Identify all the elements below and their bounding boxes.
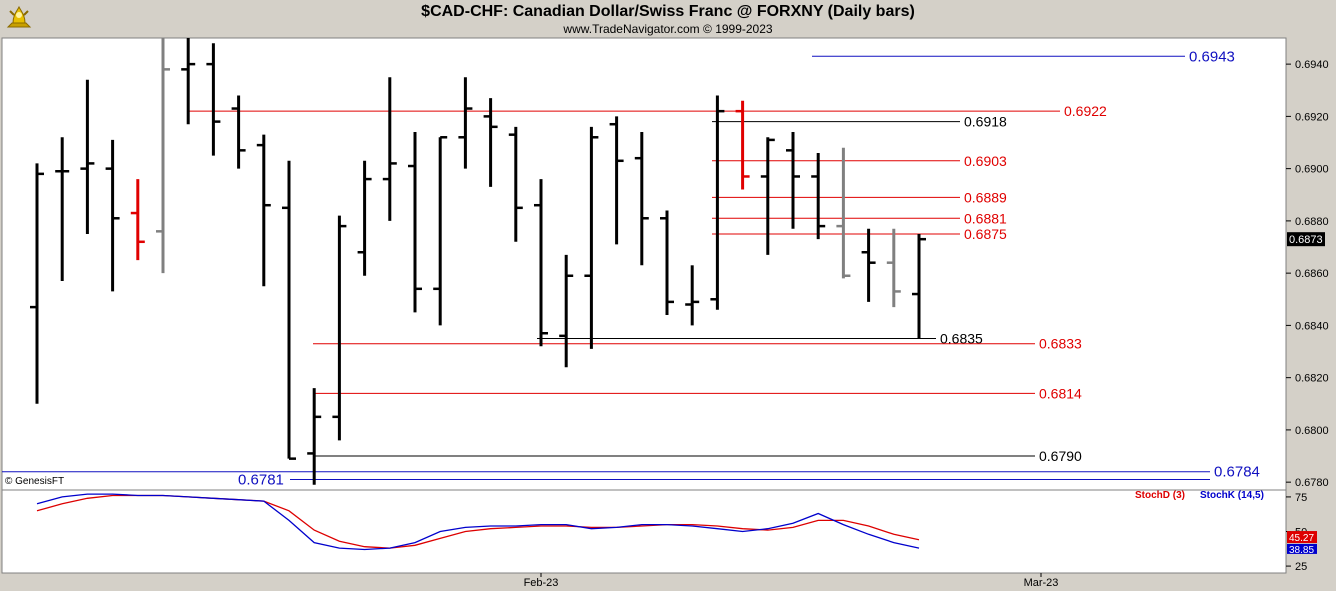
ohlc-bar [332, 215, 347, 441]
stoch-axis-label: 25 [1295, 561, 1307, 573]
ohlc-bar [660, 210, 674, 315]
ohlc-bar [609, 116, 624, 245]
ohlc-bar [433, 136, 448, 326]
ohlc-bar [634, 132, 649, 266]
price-axis-label: 0.6880 [1295, 216, 1329, 228]
ohlc-bar [861, 228, 876, 302]
level-label-0.6784: 0.6784 [1214, 464, 1260, 481]
stochastic-panel [1, 489, 1287, 574]
level-label-0.6918: 0.6918 [964, 114, 1007, 130]
price-axis-label: 0.6920 [1295, 111, 1329, 123]
price-axis-label: 0.6860 [1295, 268, 1329, 280]
stochd-legend: StochD (3) [1135, 490, 1185, 501]
ohlc-bar [710, 95, 725, 310]
stochk-line [36, 493, 920, 551]
level-label-0.6781: 0.6781 [238, 472, 284, 489]
ohlc-bar [811, 152, 826, 240]
x-axis-label: Mar-23 [1024, 577, 1059, 589]
watermark-text: © GenesisFT [5, 476, 64, 487]
level-label-0.6903: 0.6903 [964, 153, 1007, 169]
ohlc-bar [55, 137, 70, 281]
gold-bull-logo-icon [4, 3, 34, 38]
stochd-value-box [1287, 531, 1317, 544]
level-label-0.6814: 0.6814 [1039, 385, 1082, 401]
ohlc-bar [458, 77, 473, 169]
ohlc-bar [735, 100, 750, 190]
price-axis-label: 0.6780 [1295, 477, 1329, 489]
stoch-axis-label: 75 [1295, 492, 1307, 504]
ohlc-bar [30, 163, 44, 404]
ohlc-bar [130, 179, 145, 261]
ohlc-bar [836, 147, 851, 279]
ohlc-bar [534, 179, 548, 347]
ohlc-bar [584, 126, 599, 349]
price-axis-label: 0.6940 [1295, 59, 1329, 71]
ohlc-bar [760, 137, 775, 255]
x-axis-label: Feb-23 [524, 577, 559, 589]
price-axis-label: 0.6900 [1295, 164, 1329, 176]
price-axis-label: 0.6820 [1295, 373, 1329, 385]
level-label-0.6835: 0.6835 [940, 330, 983, 346]
last-price-box [1287, 232, 1325, 247]
ohlc-bar [282, 160, 296, 460]
ohlc-bar [886, 228, 901, 308]
level-label-0.6790: 0.6790 [1039, 448, 1082, 464]
ohlc-bar [256, 134, 271, 287]
ohlc-bar [156, 38, 170, 274]
stochk-value-box [1287, 543, 1317, 554]
level-label-0.6875: 0.6875 [964, 226, 1007, 242]
ohlc-bar [483, 98, 498, 187]
stochd-value-label: 45.27 [1289, 533, 1314, 544]
ohlc-bar [912, 233, 926, 339]
ohlc-bar [559, 254, 574, 368]
level-label-0.6922: 0.6922 [1064, 103, 1107, 119]
level-label-0.6943: 0.6943 [1189, 48, 1235, 65]
chart-title: $CAD-CHF: Canadian Dollar/Swiss Franc @ … [421, 3, 915, 20]
ohlc-bar [382, 77, 397, 221]
ohlc-bar [408, 132, 422, 313]
price-axis-label: 0.6800 [1295, 425, 1329, 437]
ohlc-bar [685, 265, 700, 326]
level-label-0.6889: 0.6889 [964, 189, 1007, 205]
ohlc-bar [231, 95, 246, 169]
price-panel [1, 37, 1287, 491]
ohlc-bar [181, 38, 196, 125]
ohlc-bar [508, 126, 523, 242]
last-price-label: 0.6873 [1289, 234, 1323, 246]
ohlc-bar [786, 132, 800, 229]
stochk-value-label: 38.85 [1289, 545, 1314, 556]
price-axis-label: 0.6840 [1295, 320, 1329, 332]
stochk-legend: StochK (14,5) [1200, 490, 1264, 501]
ohlc-bar [80, 79, 95, 234]
ohlc-bar [307, 388, 322, 485]
title-bar: $CAD-CHF: Canadian Dollar/Swiss Franc @ … [0, 0, 1336, 38]
level-label-0.6833: 0.6833 [1039, 336, 1082, 352]
chart-subtitle: www.TradeNavigator.com © 1999-2023 [563, 22, 773, 36]
level-label-0.6881: 0.6881 [964, 210, 1007, 226]
ohlc-bar [105, 139, 120, 292]
ohlc-bar [357, 160, 372, 276]
ohlc-bar [206, 43, 221, 156]
